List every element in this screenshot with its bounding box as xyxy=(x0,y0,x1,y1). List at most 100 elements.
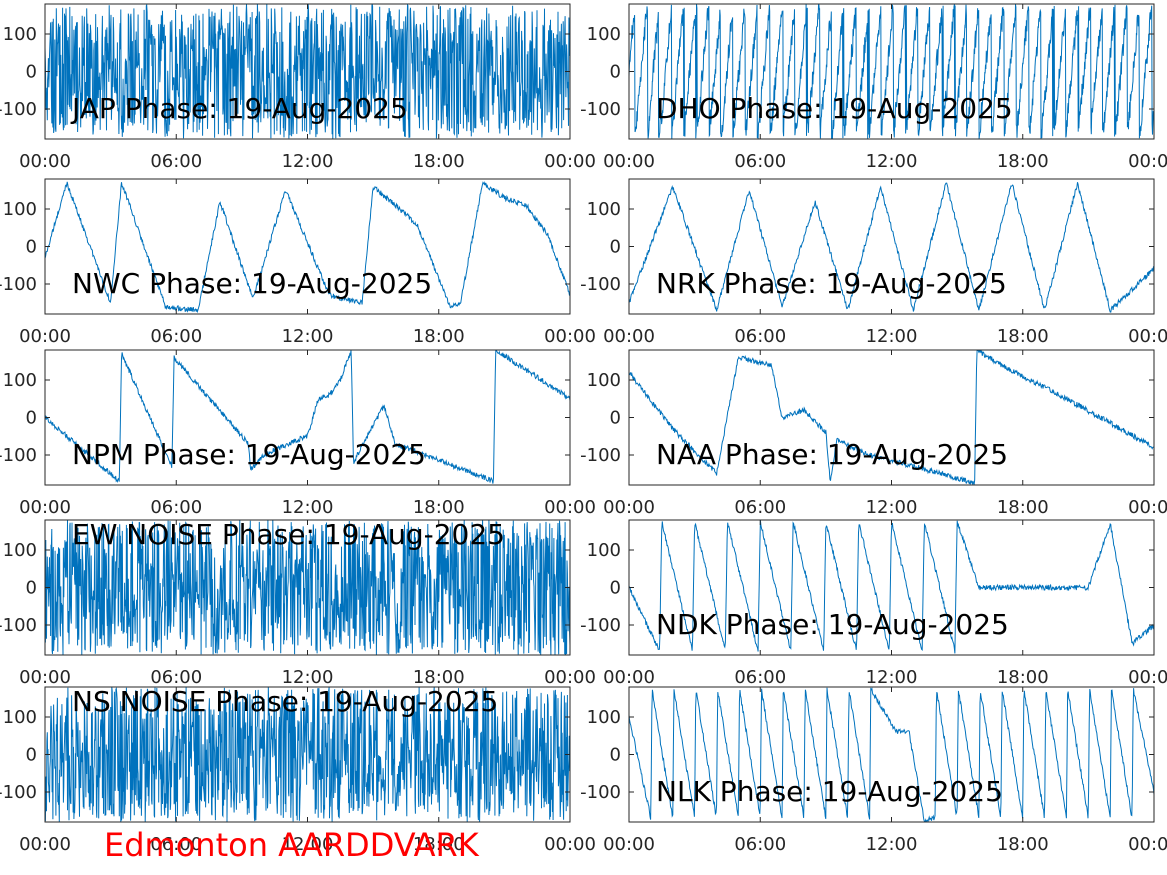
series-line xyxy=(45,180,570,314)
y-tick-label: 100 xyxy=(3,199,37,220)
x-tick-label: 06:00 xyxy=(150,151,202,172)
y-tick-label: 0 xyxy=(26,745,37,766)
y-tick-label: 0 xyxy=(610,62,621,83)
x-tick-label: 00:00 xyxy=(19,497,71,518)
chart-title: NRK Phase: 19-Aug-2025 xyxy=(656,267,1007,300)
y-tick-label: 0 xyxy=(610,408,621,429)
chart-title: NAA Phase: 19-Aug-2025 xyxy=(656,438,1008,471)
x-tick-label: 12:00 xyxy=(282,834,334,855)
y-tick-label: 100 xyxy=(3,24,37,45)
x-tick-label: 00:00 xyxy=(544,497,596,518)
x-tick-label: 00:00 xyxy=(19,326,71,347)
y-tick-label: -100 xyxy=(0,782,37,803)
x-tick-label: 12:00 xyxy=(282,497,334,518)
y-tick-label: -100 xyxy=(0,615,37,636)
x-tick-label: 00:00 xyxy=(603,667,655,688)
x-tick-label: 12:00 xyxy=(866,667,918,688)
x-tick-label: 18:00 xyxy=(997,497,1049,518)
x-tick-label: 06:00 xyxy=(734,497,786,518)
x-tick-label: 00:00 xyxy=(1128,326,1167,347)
x-tick-label: 18:00 xyxy=(997,151,1049,172)
y-tick-label: 0 xyxy=(610,745,621,766)
x-tick-label: 00:00 xyxy=(1128,834,1167,855)
x-tick-label: 00:00 xyxy=(19,834,71,855)
y-tick-label: 0 xyxy=(26,408,37,429)
y-tick-label: 0 xyxy=(26,62,37,83)
chart-title: NWC Phase: 19-Aug-2025 xyxy=(72,267,432,300)
y-tick-label: -100 xyxy=(580,274,621,295)
y-tick-label: 0 xyxy=(610,578,621,599)
footer-label: Edmonton AARDDVARK xyxy=(104,826,479,864)
series-line xyxy=(629,520,1154,654)
chart-8: 100 0 -100 00:00 06:00 12:00 18:00 00:00 NS NOIS… xyxy=(0,685,596,855)
x-tick-label: 18:00 xyxy=(413,326,465,347)
x-tick-label: 06:00 xyxy=(150,497,202,518)
y-tick-label: 100 xyxy=(3,540,37,561)
y-tick-label: -100 xyxy=(580,445,621,466)
y-tick-label: 100 xyxy=(3,707,37,728)
chart-title: NS NOISE Phase: 19-Aug-2025 xyxy=(72,685,498,718)
series-line xyxy=(629,182,1154,313)
x-tick-label: 06:00 xyxy=(150,326,202,347)
chart-6: 100 0 -100 00:00 06:00 12:00 18:00 00:00 EW NOIS… xyxy=(0,518,596,688)
x-tick-label: 00:00 xyxy=(603,326,655,347)
x-tick-label: 12:00 xyxy=(866,834,918,855)
x-tick-label: 12:00 xyxy=(282,667,334,688)
x-tick-label: 18:00 xyxy=(997,834,1049,855)
chart-title: EW NOISE Phase: 19-Aug-2025 xyxy=(72,518,505,551)
x-tick-label: 06:00 xyxy=(734,667,786,688)
x-tick-label: 12:00 xyxy=(282,326,334,347)
chart-0: 100 0 -100 00:00 06:00 12:00 18:00 00:00 JAP Pha… xyxy=(0,3,596,172)
series-line xyxy=(45,4,570,139)
y-tick-label: -100 xyxy=(0,99,37,120)
series-line xyxy=(629,4,1154,139)
x-tick-label: 12:00 xyxy=(866,326,918,347)
y-tick-label: 100 xyxy=(587,707,621,728)
x-tick-label: 06:00 xyxy=(150,834,202,855)
series-line xyxy=(629,350,1154,485)
x-tick-label: 00:00 xyxy=(544,151,596,172)
x-tick-label: 18:00 xyxy=(413,497,465,518)
y-tick-label: 0 xyxy=(26,237,37,258)
series-line xyxy=(629,687,1154,822)
x-tick-label: 00:00 xyxy=(603,497,655,518)
chart-7: 100 0 -100 00:00 06:00 12:00 18:00 00:00 NDK Pha… xyxy=(580,519,1167,688)
y-tick-label: 0 xyxy=(26,578,37,599)
x-tick-label: 00:00 xyxy=(603,834,655,855)
chart-9: 100 0 -100 00:00 06:00 12:00 18:00 00:00 NLK Pha… xyxy=(580,686,1167,855)
x-tick-label: 18:00 xyxy=(413,151,465,172)
x-tick-label: 00:00 xyxy=(1128,151,1167,172)
y-tick-label: -100 xyxy=(0,274,37,295)
y-tick-label: -100 xyxy=(0,445,37,466)
chart-1: 100 0 -100 00:00 06:00 12:00 18:00 00:00 DHO Pha… xyxy=(580,3,1167,172)
y-tick-label: -100 xyxy=(580,99,621,120)
y-tick-label: 100 xyxy=(3,370,37,391)
series-line xyxy=(45,687,570,822)
y-tick-label: 100 xyxy=(587,370,621,391)
x-tick-label: 06:00 xyxy=(734,834,786,855)
x-tick-label: 06:00 xyxy=(734,326,786,347)
x-tick-label: 12:00 xyxy=(866,497,918,518)
chart-title: NDK Phase: 19-Aug-2025 xyxy=(656,608,1009,641)
chart-title: NPM Phase: 19-Aug-2025 xyxy=(72,438,426,471)
series-line xyxy=(45,350,570,484)
series-line xyxy=(45,520,570,655)
x-tick-label: 18:00 xyxy=(997,667,1049,688)
x-tick-label: 06:00 xyxy=(734,151,786,172)
x-tick-label: 00:00 xyxy=(19,151,71,172)
x-tick-label: 00:00 xyxy=(603,151,655,172)
x-tick-label: 18:00 xyxy=(413,834,465,855)
x-tick-label: 12:00 xyxy=(866,151,918,172)
x-tick-label: 00:00 xyxy=(1128,667,1167,688)
x-tick-label: 00:00 xyxy=(544,834,596,855)
x-tick-label: 06:00 xyxy=(150,667,202,688)
y-tick-label: 100 xyxy=(587,199,621,220)
chart-5: 100 0 -100 00:00 06:00 12:00 18:00 00:00 NAA Pha… xyxy=(580,349,1167,518)
x-tick-label: 00:00 xyxy=(544,667,596,688)
y-tick-label: -100 xyxy=(580,615,621,636)
x-tick-label: 18:00 xyxy=(997,326,1049,347)
chart-2: 100 0 -100 00:00 06:00 12:00 18:00 00:00 NWC Pha… xyxy=(0,178,596,347)
y-tick-label: 0 xyxy=(610,237,621,258)
x-tick-label: 00:00 xyxy=(1128,497,1167,518)
